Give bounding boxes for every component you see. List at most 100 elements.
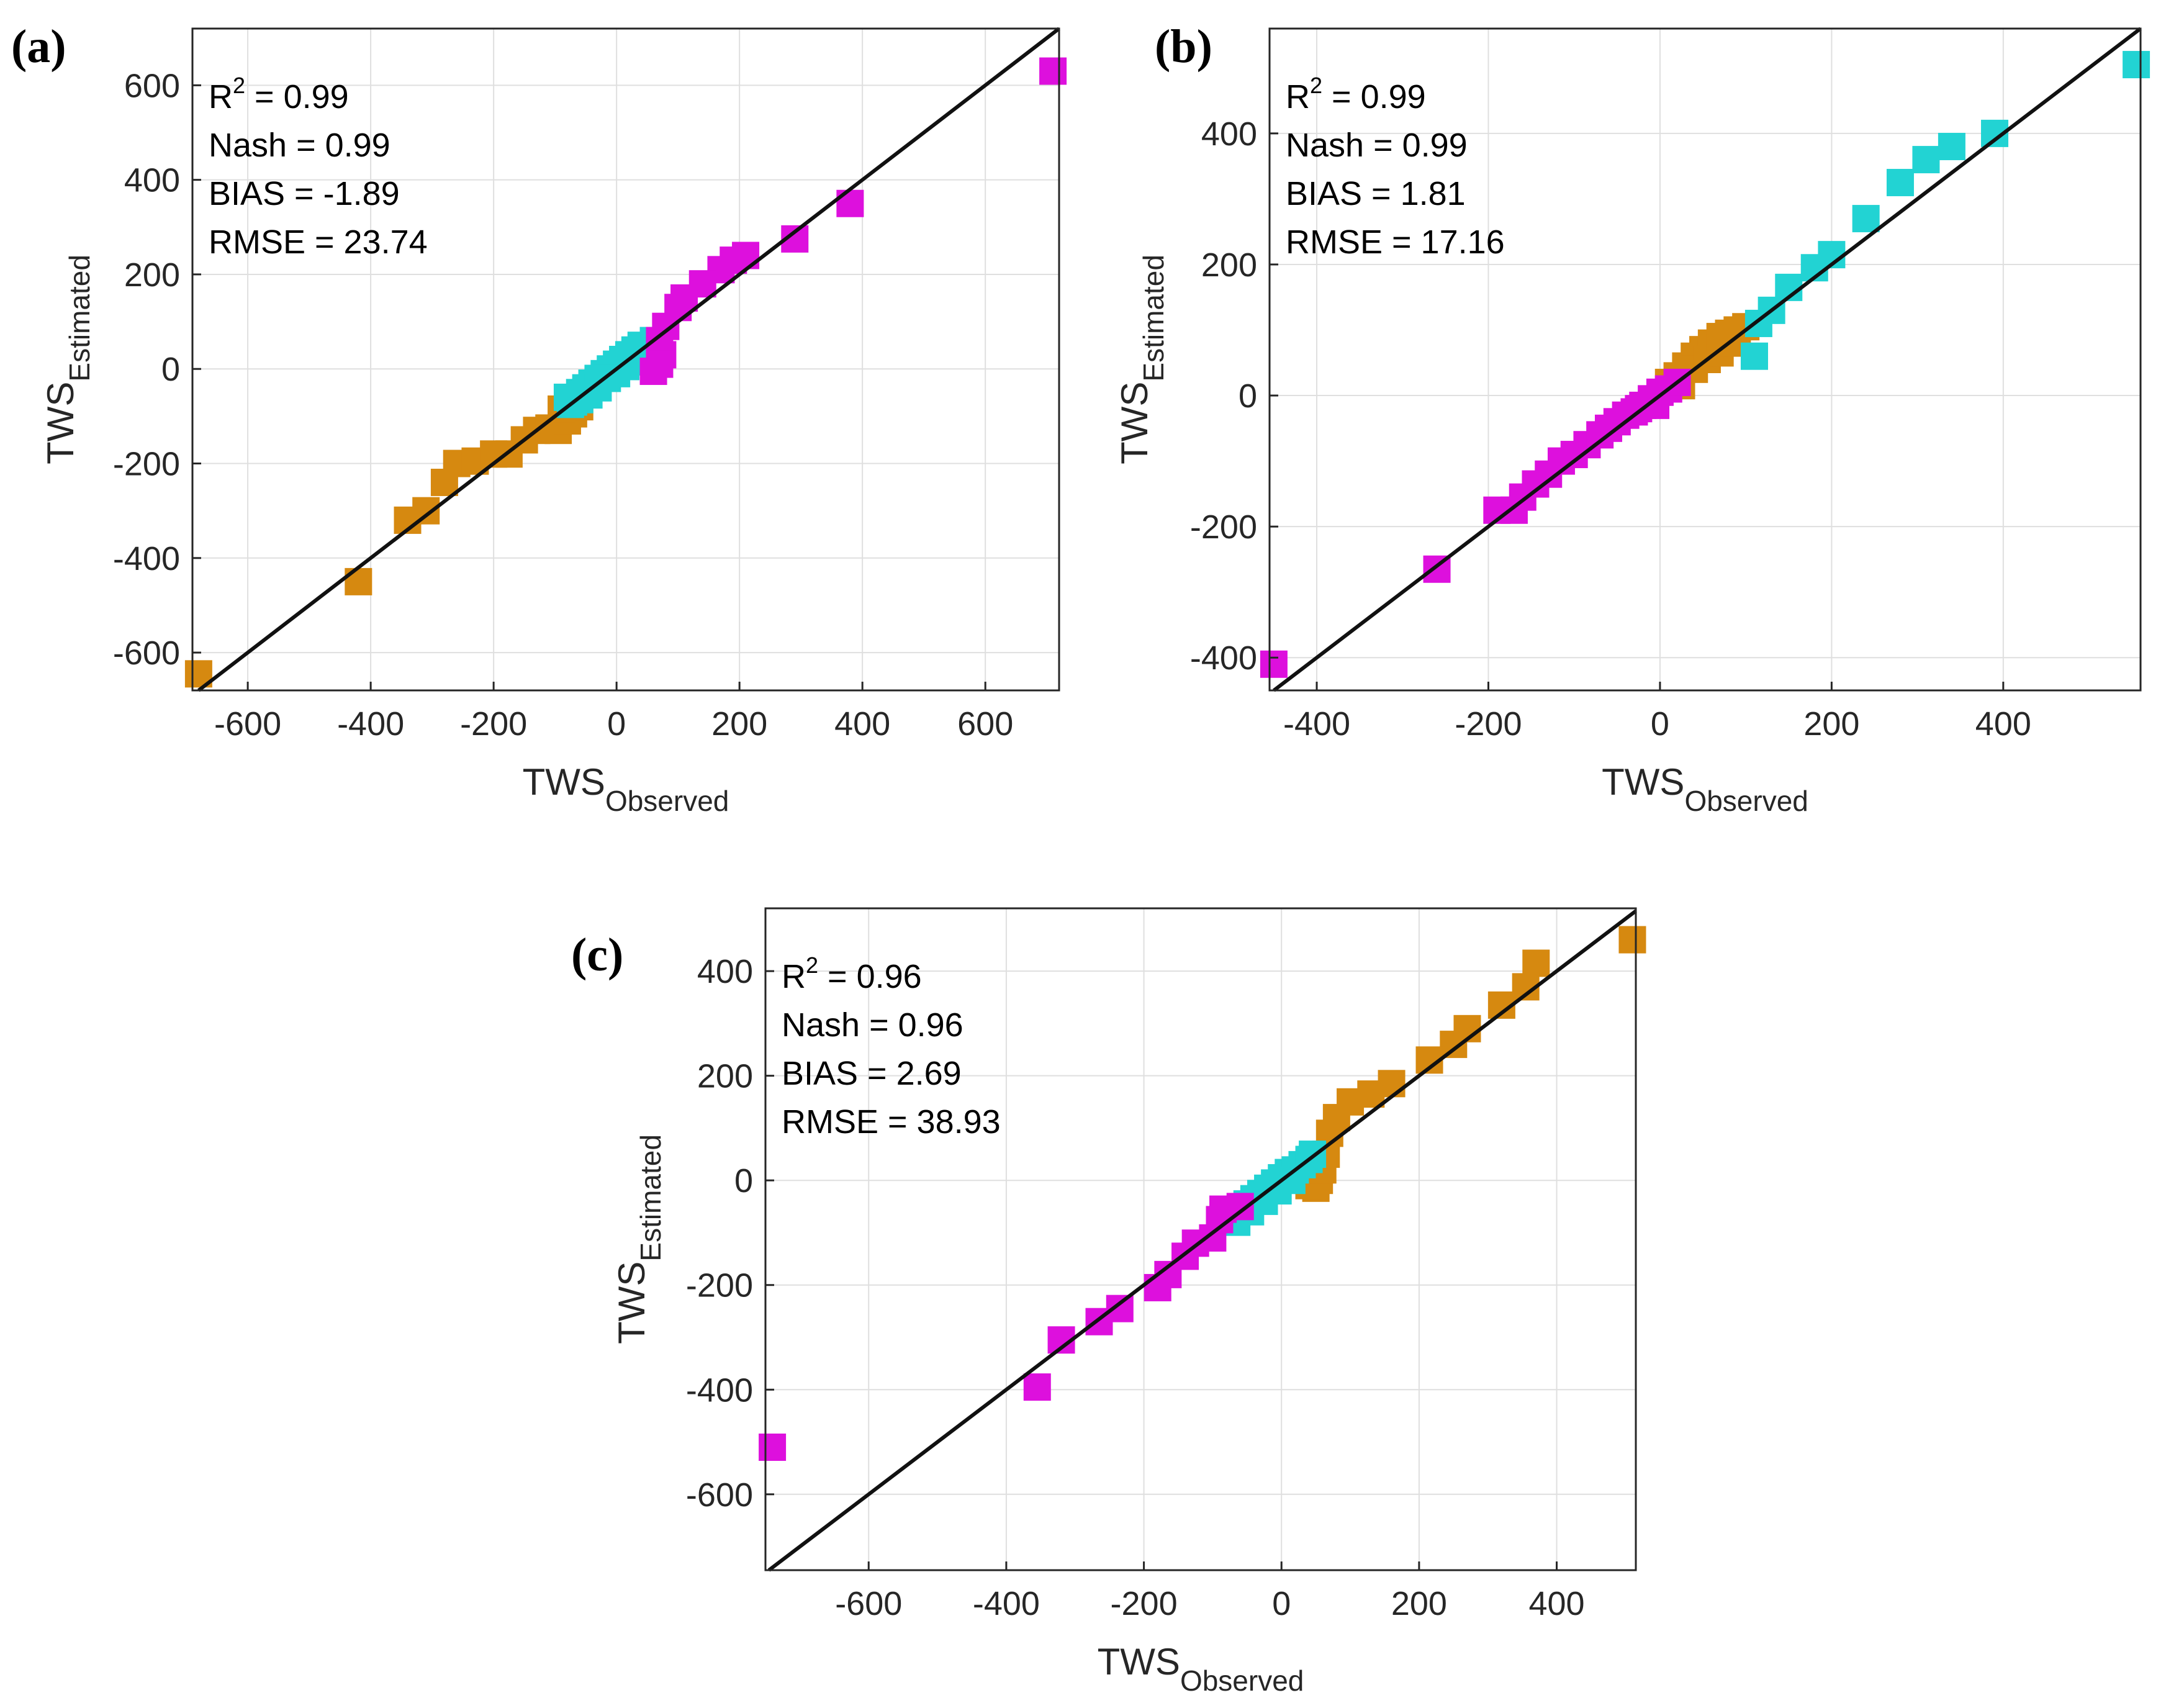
scatter-point-orange [1522, 949, 1550, 977]
plot-marks [184, 27, 1067, 692]
y-tick-label: -600 [686, 1476, 753, 1514]
series-magenta [1260, 368, 1691, 678]
plot-frame [764, 907, 1637, 1571]
y-axis-title: TWSEstimated [1114, 255, 1170, 464]
x-axis-title-main: TWS [523, 761, 605, 803]
x-axis-title-main: TWS [1602, 761, 1684, 803]
scatter-point-magenta [646, 350, 674, 378]
stat-nash: Nash = 0.99 [209, 127, 390, 164]
x-tick-label: -200 [1455, 705, 1522, 743]
series-magenta [759, 1193, 1254, 1461]
scatter-point-magenta [1260, 650, 1288, 678]
stat-r2-label: R [782, 958, 806, 995]
y-tick-label: -200 [1190, 508, 1257, 546]
y-axis-title: TWSEstimated [40, 255, 96, 464]
x-axis-title-sub: Observed [1684, 785, 1808, 817]
x-tick-label: 400 [1975, 705, 2031, 743]
scatter-point-orange [345, 567, 372, 595]
scatter-point-cyan [1912, 146, 1940, 174]
x-axis-title: TWSObserved [1602, 761, 1808, 817]
y-axis-title-sub: Estimated [1137, 255, 1170, 382]
stat-nash: Nash = 0.96 [782, 1006, 963, 1044]
stat-r2-value: = 0.99 [1322, 78, 1426, 115]
stat-r2: R2 = 0.96 [782, 952, 922, 995]
chart-panel-2: -400 -200 0 200 400-400-2000200400TWSObserve… [1114, 20, 2150, 817]
x-axis-title-sub: Observed [1180, 1665, 1304, 1697]
y-tick-label: 200 [124, 256, 180, 294]
stat-bias: BIAS = -1.89 [209, 175, 400, 212]
x-tick-label: 400 [1528, 1585, 1584, 1622]
scatter-point-magenta [1039, 57, 1067, 85]
x-tick-label: -600 [835, 1585, 902, 1622]
stat-r2-value: = 0.96 [818, 958, 922, 995]
scatter-point-orange [1618, 926, 1646, 954]
y-tick-label: 400 [1201, 115, 1257, 153]
x-axis-title-sub: Observed [605, 785, 729, 817]
y-axis-title-main: TWS [40, 382, 81, 464]
x-axis-title: TWSObserved [1098, 1641, 1304, 1697]
chart-panel-1: -600 -400 -200 0 200 400 600 -600 -400 -200 0 200 40… [11, 20, 1067, 817]
plot-frame [191, 27, 1060, 692]
one-to-one-line [767, 909, 1637, 1572]
y-tick-label: 0 [734, 1162, 753, 1200]
x-tick-label: -200 [1111, 1585, 1178, 1622]
x-tick-label: 200 [1391, 1585, 1447, 1622]
plot-marks [1260, 27, 2150, 692]
stat-r2-sup: 2 [233, 73, 245, 98]
y-tick-label: -200 [113, 446, 180, 483]
y-tick-label: 600 [124, 67, 180, 104]
y-axis-title-main: TWS [1114, 382, 1155, 464]
x-tick-label: 200 [711, 705, 767, 743]
x-tick-label: 0 [1651, 705, 1669, 743]
scatter-point-magenta [1023, 1373, 1051, 1401]
scatter-point-cyan [1938, 132, 1965, 160]
scatter-point-magenta [836, 189, 864, 217]
stat-r2-sup: 2 [806, 952, 818, 978]
y-axis-title-sub: Estimated [634, 1134, 667, 1262]
stat-nash: Nash = 0.99 [1286, 127, 1468, 164]
stat-rmse: RMSE = 23.74 [209, 224, 428, 261]
scatter-point-magenta [759, 1433, 787, 1461]
y-axis-title: TWSEstimated [611, 1134, 667, 1344]
stat-r2-label: R [1286, 78, 1310, 115]
chart-panel-3: -600 -400 -200 0 200 400 -600 -400 -200 0 200 400 TW… [571, 907, 1646, 1697]
y-tick-label: 400 [124, 162, 180, 199]
stat-r2: R2 = 0.99 [1286, 73, 1426, 115]
y-tick-label: -200 [686, 1267, 753, 1304]
x-axis-title-main: TWS [1098, 1641, 1180, 1683]
y-tick-label: 0 [1239, 377, 1257, 415]
y-tick-label: -400 [113, 540, 180, 577]
stat-rmse: RMSE = 17.16 [1286, 224, 1505, 261]
x-tick-label: -200 [460, 705, 527, 743]
stat-r2-label: R [209, 78, 233, 115]
panel-label: (c) [571, 929, 623, 981]
stat-r2-value: = 0.99 [245, 78, 349, 115]
scatter-point-cyan [2123, 51, 2150, 79]
x-tick-label: 0 [607, 705, 626, 743]
scatter-point-cyan [1852, 205, 1880, 233]
stat-bias: BIAS = 1.81 [1286, 175, 1466, 212]
x-tick-label: 0 [1272, 1585, 1291, 1622]
x-tick-label: -400 [337, 705, 404, 743]
scatter-point-cyan [1740, 342, 1768, 370]
x-tick-label: 600 [957, 705, 1013, 743]
plot-frame [1268, 27, 2142, 692]
x-axis-title: TWSObserved [523, 761, 729, 817]
stat-r2-sup: 2 [1310, 73, 1322, 98]
y-tick-label: 200 [1201, 246, 1257, 284]
y-tick-label: 400 [697, 953, 753, 990]
one-to-one-line [1273, 27, 2142, 692]
panel-label: (a) [11, 20, 66, 73]
x-tick-label: -400 [973, 1585, 1040, 1622]
stat-rmse: RMSE = 38.93 [782, 1103, 1001, 1141]
plot-marks [759, 909, 1646, 1572]
stat-bias: BIAS = 2.69 [782, 1055, 962, 1092]
panel-label: (b) [1155, 20, 1212, 73]
series-magenta [639, 57, 1067, 386]
y-axis-title-sub: Estimated [63, 255, 96, 382]
x-tick-label: -600 [214, 705, 281, 743]
y-tick-label: -400 [686, 1371, 753, 1409]
stat-r2: R2 = 0.99 [209, 73, 349, 115]
x-tick-label: -400 [1283, 705, 1350, 743]
